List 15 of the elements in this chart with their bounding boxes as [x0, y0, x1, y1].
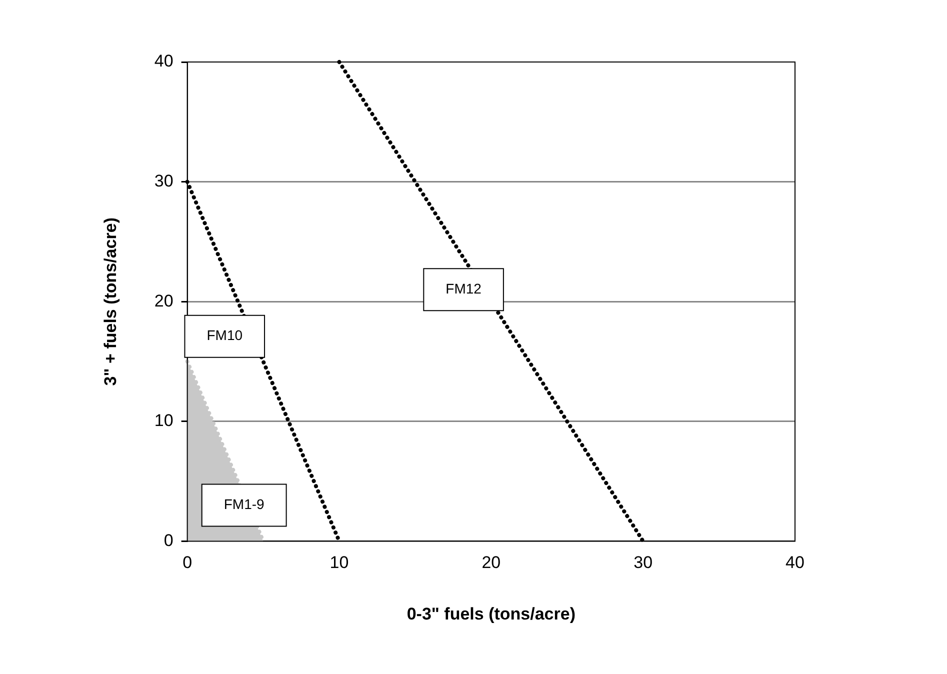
- x-tick-label: 20: [482, 553, 501, 572]
- series-label: FM12: [446, 280, 482, 296]
- x-tick-label: 30: [634, 553, 653, 572]
- x-tick-label: 40: [786, 553, 804, 572]
- y-tick-label: 40: [154, 52, 174, 71]
- series-label: FM10: [206, 327, 243, 344]
- x-tick-label: 0: [182, 553, 192, 572]
- x-axis-title: 0-3" fuels (tons/acre): [406, 604, 576, 624]
- series-label: FM1-9: [224, 496, 265, 512]
- y-axis-title: 3" + fuels (tons/acre): [100, 218, 120, 386]
- y-tick-label: 10: [154, 411, 174, 430]
- y-tick-label: 20: [154, 291, 174, 310]
- y-tick-label: 0: [164, 530, 174, 550]
- y-tick-label: 30: [154, 171, 174, 190]
- x-tick-label: 10: [330, 553, 349, 572]
